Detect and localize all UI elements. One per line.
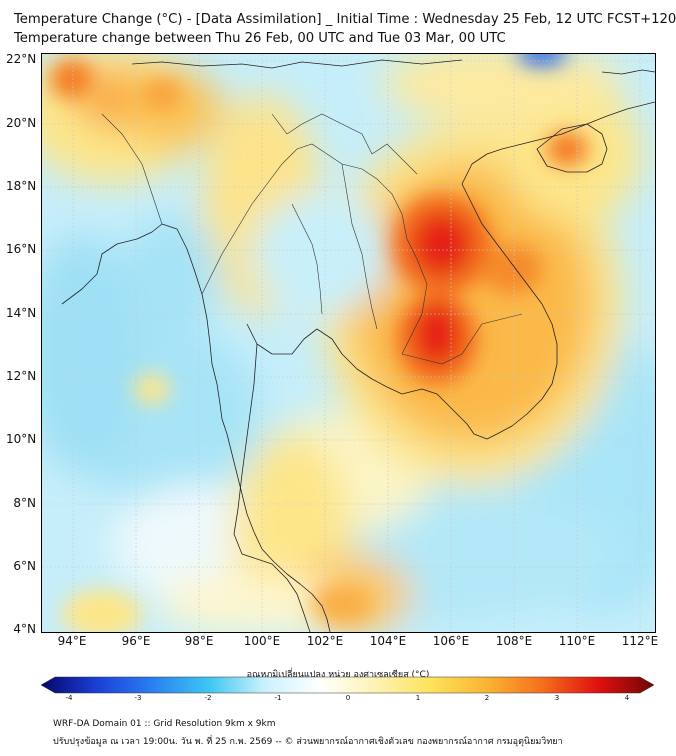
colorbar-tick: 1 [415, 694, 421, 702]
lon-label: 108°E [495, 634, 533, 648]
colorbar-tick: -2 [204, 694, 212, 702]
lat-label: 14°N [6, 306, 37, 320]
colorbar-label: อุณหภูมิเปลี่ยนแปลง หน่วย องศาเซลเซียส (… [246, 670, 430, 680]
lat-label: 12°N [6, 369, 37, 383]
lon-label: 110°E [558, 634, 596, 648]
colorbar-tick: 0 [345, 694, 351, 702]
borders [101, 113, 523, 365]
coastlines [61, 59, 655, 632]
field-blobs-core [50, 54, 589, 632]
title-line-2: Temperature change between Thu 26 Feb, 0… [14, 31, 506, 46]
colorbar-tick: -1 [274, 694, 282, 702]
lat-label: 10°N [6, 432, 37, 446]
lat-label: 22°N [6, 52, 37, 66]
lon-label: 106°E [432, 634, 470, 648]
footer-model-info: WRF-DA Domain 01 :: Grid Resolution 9km … [53, 719, 276, 729]
footer-credit: ปรับปรุงข้อมูล ณ เวลา 19:00น. วัน พ. ที่… [53, 737, 563, 747]
lon-label: 94°E [57, 634, 87, 648]
lon-label: 100°E [243, 634, 281, 648]
lon-label: 112°E [621, 634, 659, 648]
colorbar [40, 676, 655, 694]
lat-label: 6°N [13, 559, 36, 573]
lat-label: 4°N [13, 622, 36, 636]
colorbar-tick: 4 [624, 694, 630, 702]
graticule [42, 54, 655, 632]
colorbar-tick: 2 [484, 694, 490, 702]
title-line-1: Temperature Change (°C) - [Data Assimila… [14, 12, 676, 27]
lat-label: 18°N [6, 179, 37, 193]
colorbar-tick: -4 [65, 694, 73, 702]
map-panel[interactable] [41, 53, 656, 633]
lon-label: 98°E [184, 634, 214, 648]
temperature-change-map [42, 54, 655, 632]
lon-label: 96°E [121, 634, 151, 648]
lat-label: 16°N [6, 242, 37, 256]
colorbar-tick: 3 [554, 694, 560, 702]
lat-label: 20°N [6, 116, 37, 130]
lat-label: 8°N [13, 496, 36, 510]
lon-label: 104°E [369, 634, 407, 648]
lon-label: 102°E [306, 634, 344, 648]
colorbar-tick: -3 [134, 694, 142, 702]
colorbar-bar [40, 676, 655, 694]
